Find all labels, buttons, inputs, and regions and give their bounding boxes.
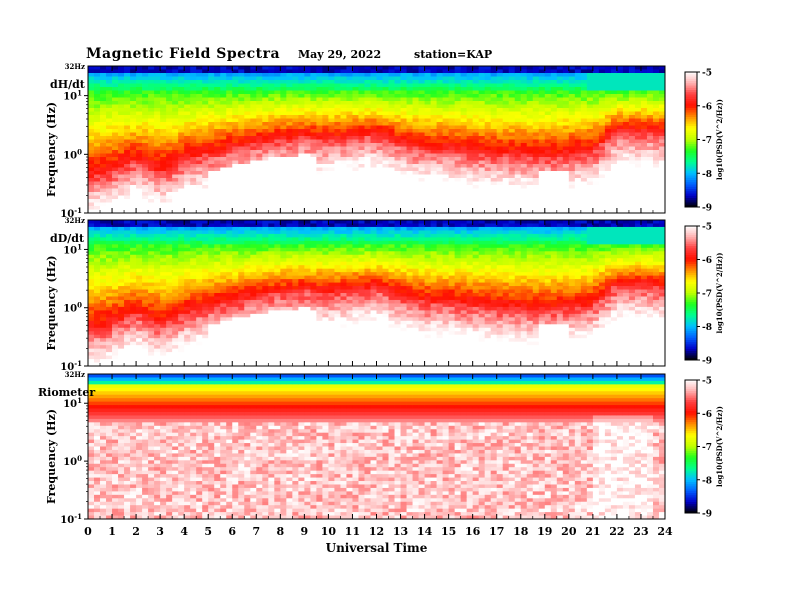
x-tick-label: 4 xyxy=(180,525,188,538)
date-label: May 29, 2022 xyxy=(298,48,382,61)
y-tick-label: 100 xyxy=(63,301,82,315)
spectrogram-cells xyxy=(88,66,666,214)
y-tick-base: 10 xyxy=(63,245,77,256)
colorbar-tick-label: -7 xyxy=(702,290,712,300)
y-tick-base: 10 xyxy=(60,515,74,526)
x-tick-label: 5 xyxy=(204,525,212,538)
colorbar-tick-label: -8 xyxy=(702,323,712,333)
y-top-label: 32Hz xyxy=(65,62,85,71)
x-tick-label: 9 xyxy=(301,525,309,538)
x-tick-label: 14 xyxy=(417,525,433,538)
colorbar-tick-label: -5 xyxy=(702,69,712,79)
y-tick-exp: 0 xyxy=(77,301,82,310)
y-top-label: 32Hz xyxy=(65,216,85,225)
colorbar: -5 -6 -7 -8 -9 log10(PSD(V^2/Hz)) xyxy=(684,69,724,214)
x-tick-label: 3 xyxy=(156,525,164,538)
x-tick-label: 13 xyxy=(393,525,408,538)
x-tick-label: 8 xyxy=(277,525,285,538)
x-tick-label: 6 xyxy=(228,525,236,538)
x-tick-label: 23 xyxy=(633,525,648,538)
colorbar-label: log10(PSD(V^2/Hz)) xyxy=(715,99,724,180)
x-tick-label: 15 xyxy=(441,525,456,538)
x-tick-label: 16 xyxy=(465,525,481,538)
colorbar-tick-label: -5 xyxy=(702,223,712,233)
station-label: station=KAP xyxy=(414,48,493,61)
x-axis-label: Universal Time xyxy=(326,541,428,555)
y-tick-label: 101 xyxy=(63,242,82,256)
panel-label: dD/dt xyxy=(50,232,85,245)
x-tick-label: 7 xyxy=(252,525,260,538)
colorbar: -5 -6 -7 -8 -9 log10(PSD(V^2/Hz)) xyxy=(684,377,724,520)
colorbar-tick-label: -8 xyxy=(702,170,712,180)
y-tick-base: 10 xyxy=(63,304,77,315)
colorbar-tick-label: -6 xyxy=(702,102,712,112)
y-tick-label: 101 xyxy=(63,396,82,410)
y-tick-exp: 1 xyxy=(77,242,82,251)
y-tick-exp: 1 xyxy=(77,89,82,98)
colorbar-tick-label: -6 xyxy=(702,256,712,266)
colorbar-tick-label: -7 xyxy=(702,443,712,453)
colorbar-tick-label: -8 xyxy=(702,476,712,486)
y-tick-exp: -1 xyxy=(74,512,82,521)
spectrogram-cells xyxy=(88,374,666,520)
y-tick-label: 10-1 xyxy=(60,359,82,373)
y-tick-exp: 0 xyxy=(77,147,82,156)
x-tick-label: 2 xyxy=(132,525,140,538)
spectrogram-cells xyxy=(88,220,666,367)
colorbar: -5 -6 -7 -8 -9 log10(PSD(V^2/Hz)) xyxy=(684,223,724,367)
y-axis-label: Frequency (Hz) xyxy=(45,102,58,197)
x-tick-label: 24 xyxy=(657,525,673,538)
panel-label: dH/dt xyxy=(50,78,86,91)
y-tick-exp: 0 xyxy=(77,454,82,463)
panel-label: Riometer xyxy=(38,386,95,399)
colorbar-tick-label: -9 xyxy=(702,204,712,214)
y-tick-base: 10 xyxy=(63,399,77,410)
y-tick-base: 10 xyxy=(60,362,74,373)
x-tick-label: 17 xyxy=(489,525,504,538)
y-tick-base: 10 xyxy=(60,209,74,220)
x-tick-label: 0 xyxy=(84,525,92,538)
colorbar-tick-label: -9 xyxy=(702,357,712,367)
figure-title: Magnetic Field Spectra xyxy=(86,46,281,62)
y-tick-base: 10 xyxy=(63,150,77,161)
y-tick-exp: -1 xyxy=(74,359,82,368)
colorbar-tick-label: -7 xyxy=(702,136,712,146)
colorbar-label: log10(PSD(V^2/Hz)) xyxy=(715,406,724,487)
y-axis-label: Frequency (Hz) xyxy=(45,255,58,350)
y-top-label: 32Hz xyxy=(65,370,85,379)
colorbar-tick-label: -6 xyxy=(702,410,712,420)
y-tick-exp: -1 xyxy=(74,206,82,215)
y-axis-label: Frequency (Hz) xyxy=(45,409,58,504)
y-tick-exp: 1 xyxy=(77,396,82,405)
x-tick-label: 22 xyxy=(609,525,624,538)
y-tick-label: 10-1 xyxy=(60,206,82,220)
y-tick-label: 10-1 xyxy=(60,512,82,526)
y-tick-base: 10 xyxy=(63,92,77,103)
x-tick-label: 19 xyxy=(537,525,552,538)
y-tick-label: 100 xyxy=(63,147,82,161)
x-tick-label: 18 xyxy=(513,525,529,538)
colorbar-tick-label: -9 xyxy=(702,510,712,520)
x-tick-label: 11 xyxy=(345,525,360,538)
x-tick-label: 10 xyxy=(321,525,337,538)
x-tick-label: 20 xyxy=(561,525,577,538)
x-tick-label: 1 xyxy=(108,525,116,538)
y-tick-label: 100 xyxy=(63,454,82,468)
y-tick-base: 10 xyxy=(63,457,77,468)
x-tick-label: 21 xyxy=(585,525,600,538)
x-tick-label: 12 xyxy=(369,525,384,538)
colorbar-tick-label: -5 xyxy=(702,377,712,387)
y-tick-label: 101 xyxy=(63,89,82,103)
colorbar-label: log10(PSD(V^2/Hz)) xyxy=(715,253,724,334)
